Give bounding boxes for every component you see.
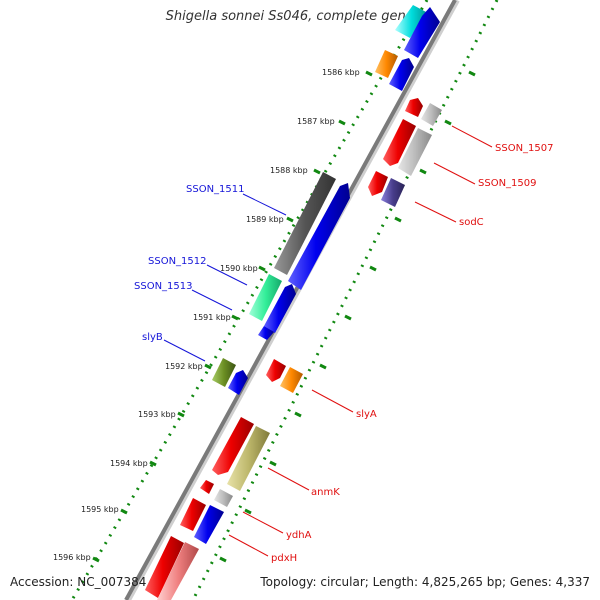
gene-pink: [157, 542, 199, 600]
tick-label: 1592 kbp: [165, 362, 203, 371]
outer-genes: [157, 98, 442, 600]
gene-label-slya: slyA: [356, 409, 377, 420]
gene-label-sson1507: SSON_1507: [495, 143, 554, 154]
gene-anmk-red: [212, 417, 254, 475]
gene-ydha: [214, 489, 233, 507]
forward-genes: [194, 7, 440, 544]
gene-label-sson1509: SSON_1509: [478, 178, 537, 189]
gene-label-anmk: anmK: [311, 487, 340, 498]
kbp-labels: 1586 kbp 1587 kbp 1588 kbp 1589 kbp 1590…: [53, 68, 360, 562]
map-title: Shigella sonnei Ss046, complete genome: [165, 9, 435, 24]
gene-sodc: [381, 178, 405, 207]
tick-label: 1595 kbp: [81, 505, 119, 514]
tick-label: 1591 kbp: [193, 313, 231, 322]
gene-label-ydha: ydhA: [286, 530, 312, 541]
gene-blue-2: [389, 58, 414, 91]
gene-red-inner-1: [200, 480, 214, 494]
gene-sson1511: [274, 172, 336, 275]
gene-label-pdxh: pdxH: [271, 553, 297, 564]
tick-label: 1590 kbp: [220, 264, 258, 273]
gene-label-sodc: sodC: [459, 217, 484, 228]
gene-blue-top: [404, 7, 440, 58]
gene-label-sson1512: SSON_1512: [148, 256, 207, 267]
inner-tick-ring: [70, 0, 429, 600]
gene-label-sson1511: SSON_1511: [186, 184, 245, 195]
gene-label-sson1513: SSON_1513: [134, 281, 193, 292]
callout-lines: [163, 125, 493, 557]
gene-red-inner-3: [145, 536, 184, 598]
gene-blue-6: [228, 370, 248, 395]
accession-label: Accession: NC_007384: [10, 575, 147, 589]
inner-ticks: [92, 70, 373, 563]
gene-slyb: [212, 358, 236, 387]
outer-ticks: [219, 70, 476, 563]
gene-sson1507: [383, 119, 416, 166]
gene-cyan: [395, 5, 428, 38]
tick-label: 1589 kbp: [246, 215, 284, 224]
gene-blue-4: [264, 284, 296, 333]
tick-label: 1596 kbp: [53, 553, 91, 562]
topology-summary: Topology: circular; Length: 4,825,265 bp…: [260, 575, 590, 589]
gene-blue-7: [194, 505, 224, 544]
tick-label: 1586 kbp: [322, 68, 360, 77]
tick-label: 1587 kbp: [297, 117, 335, 126]
gene-sson1512: [249, 274, 282, 321]
gene-slya-orange: [280, 367, 303, 393]
gene-sson1509: [398, 128, 432, 176]
gene-anmk-khaki: [227, 426, 270, 491]
gene-lgray-o1: [421, 103, 442, 126]
gene-label-slyb: slyB: [142, 332, 163, 343]
gene-sson1513-long: [288, 183, 350, 290]
gene-blue-5: [258, 326, 274, 340]
inner-genes: [145, 5, 428, 598]
outer-tick-ring: [191, 0, 499, 600]
gene-red-o1: [405, 98, 423, 117]
gene-orange: [375, 50, 398, 78]
gene-red-inner-2: [180, 498, 206, 531]
gene-red-o3: [368, 171, 388, 196]
tick-label: 1588 kbp: [270, 166, 308, 175]
tick-label: 1594 kbp: [110, 459, 148, 468]
gene-slya-red: [266, 359, 286, 382]
tick-label: 1593 kbp: [138, 410, 176, 419]
